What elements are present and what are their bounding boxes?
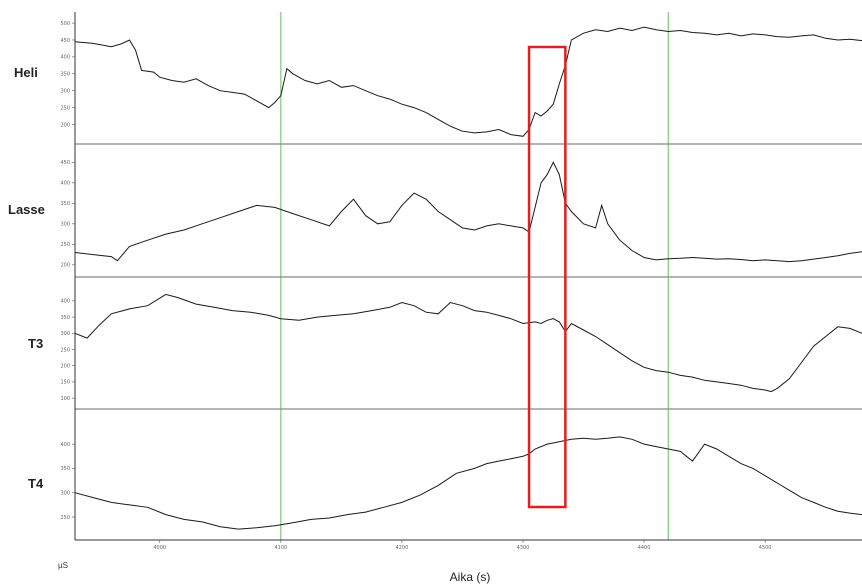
x-tick-label: 4100 bbox=[274, 545, 287, 551]
y-unit-label: µS bbox=[58, 561, 68, 570]
panel-separator-group bbox=[75, 143, 862, 410]
panel-name-t3: T3 bbox=[28, 336, 43, 351]
y-tick-label: 150 bbox=[60, 380, 70, 386]
y-tick-label: 400 bbox=[60, 442, 70, 448]
x-axis-label: Aika (s) bbox=[450, 570, 491, 584]
series-line-t4 bbox=[74, 436, 862, 530]
y-tick-label: 300 bbox=[60, 491, 70, 497]
y-tick-label: 250 bbox=[60, 347, 70, 353]
y-tick-label: 200 bbox=[60, 364, 70, 370]
panel-heli: Heli 200 250 300 350 400 450 500 bbox=[14, 21, 862, 137]
y-tick-label: 300 bbox=[60, 88, 70, 94]
panel-t3: T3 100 150 200 250 300 350 400 bbox=[28, 293, 862, 402]
panel-name-heli: Heli bbox=[14, 65, 38, 80]
y-tick-label: 350 bbox=[60, 201, 70, 207]
panel-t4: T4 250 300 350 400 bbox=[28, 436, 862, 530]
x-tick-label: 4000 bbox=[153, 545, 166, 551]
panel-name-lasse: Lasse bbox=[8, 202, 45, 217]
x-tick-label: 4200 bbox=[396, 545, 409, 551]
x-tick-labels: 4000 4100 4200 4300 4400 4500 bbox=[153, 540, 772, 551]
y-tick-label: 350 bbox=[60, 466, 70, 472]
x-tick-label: 4400 bbox=[638, 545, 651, 551]
y-tick-label: 450 bbox=[60, 38, 70, 44]
x-tick-label: 4500 bbox=[759, 545, 772, 551]
series-line-t3 bbox=[74, 293, 862, 393]
y-tick-label: 250 bbox=[60, 242, 70, 248]
vertical-marker-group bbox=[280, 12, 669, 540]
y-tick-label: 450 bbox=[60, 160, 70, 166]
x-tick-label: 4300 bbox=[517, 545, 530, 551]
y-tick-label: 300 bbox=[60, 331, 70, 337]
y-tick-label: 350 bbox=[60, 315, 70, 321]
panel-t3-y-ticks: 100 150 200 250 300 350 400 bbox=[60, 299, 75, 402]
y-tick-label: 200 bbox=[60, 263, 70, 269]
panel-lasse-y-ticks: 200 250 300 350 400 450 bbox=[60, 160, 75, 269]
y-tick-label: 250 bbox=[60, 515, 70, 521]
series-line-heli bbox=[74, 26, 862, 137]
y-tick-label: 400 bbox=[60, 181, 70, 187]
panel-t4-y-ticks: 250 300 350 400 bbox=[60, 442, 75, 521]
y-tick-label: 400 bbox=[60, 299, 70, 305]
panel-name-t4: T4 bbox=[28, 476, 44, 491]
y-tick-label: 250 bbox=[60, 105, 70, 111]
y-tick-label: 300 bbox=[60, 222, 70, 228]
y-tick-label: 350 bbox=[60, 72, 70, 78]
y-tick-label: 500 bbox=[60, 21, 70, 27]
panel-heli-y-ticks: 200 250 300 350 400 450 500 bbox=[60, 21, 75, 128]
highlight-box bbox=[527, 45, 567, 509]
y-tick-label: 400 bbox=[60, 55, 70, 61]
y-tick-label: 200 bbox=[60, 122, 70, 128]
y-tick-label: 100 bbox=[60, 396, 70, 402]
